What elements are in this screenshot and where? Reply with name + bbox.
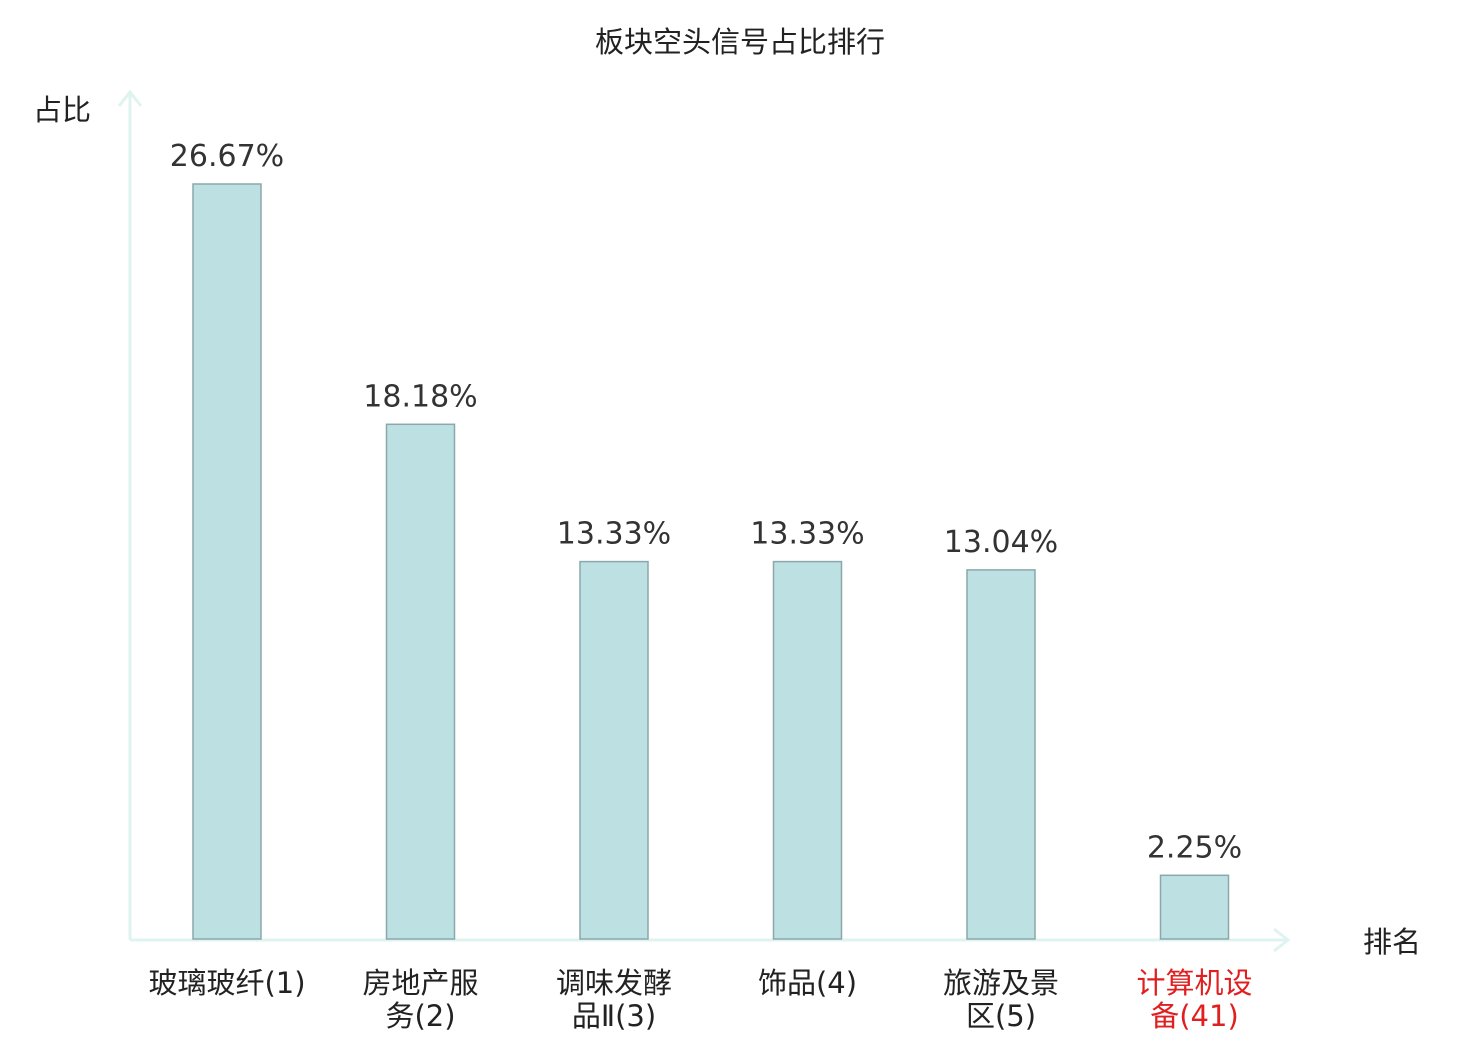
bar — [579, 560, 649, 940]
bar — [1159, 874, 1230, 940]
x-tick-label-line: 区(5) — [966, 999, 1036, 1033]
x-tick-labels: 玻璃玻纤(1) 房地产服务(2) 调味发酵品Ⅱ(3) 饰品(4) 旅游及景区(5) 计算机… — [148, 966, 1252, 1033]
bar-value-label: 13.33% — [750, 517, 864, 552]
x-tick-label-line: 玻璃玻纤(1) — [148, 966, 305, 1000]
x-tick-label-line: 饰品(4) — [758, 966, 857, 1000]
x-axis-label: 排名 — [1363, 925, 1421, 959]
bar-value-label: 26.67% — [170, 139, 284, 174]
bar — [966, 569, 1036, 940]
axes — [117, 89, 1291, 953]
x-tick-label: 调味发酵品Ⅱ(3) — [556, 966, 672, 1033]
bar-value-label: 13.04% — [944, 525, 1058, 560]
x-tick-label-line: 品Ⅱ(3) — [572, 999, 656, 1033]
x-tick-label: 计算机设备(41) — [1136, 966, 1252, 1033]
bar — [772, 560, 843, 940]
bar — [192, 183, 262, 940]
x-tick-label-line: 计算机设 — [1136, 966, 1252, 1000]
x-tick-label-line: 旅游及景 — [943, 966, 1059, 1000]
bar-value-label: 18.18% — [363, 379, 477, 414]
bar-value-label: 13.33% — [557, 517, 671, 552]
chart-title: 板块空头信号占比排行 — [595, 25, 885, 59]
x-tick-label-line: 房地产服 — [362, 966, 478, 1000]
x-tick-label-line: 调味发酵 — [556, 966, 672, 1000]
bars — [192, 183, 1230, 940]
x-tick-label: 饰品(4) — [758, 966, 857, 1000]
x-tick-label-line: 务(2) — [385, 999, 455, 1033]
value-labels: 26.67% 18.18% 13.33% 13.33% 13.04% 2.25% — [170, 139, 1242, 865]
x-tick-label-line: 备(41) — [1150, 999, 1239, 1033]
y-axis-label: 占比 — [33, 93, 91, 127]
x-tick-label: 玻璃玻纤(1) — [148, 966, 305, 1000]
x-axis-arrow-icon — [1273, 927, 1291, 953]
bar-value-label: 2.25% — [1147, 830, 1242, 865]
y-axis-arrow-icon — [117, 89, 143, 107]
bar — [385, 423, 456, 940]
x-tick-label: 房地产服务(2) — [362, 966, 478, 1033]
x-tick-label: 旅游及景区(5) — [943, 966, 1059, 1033]
